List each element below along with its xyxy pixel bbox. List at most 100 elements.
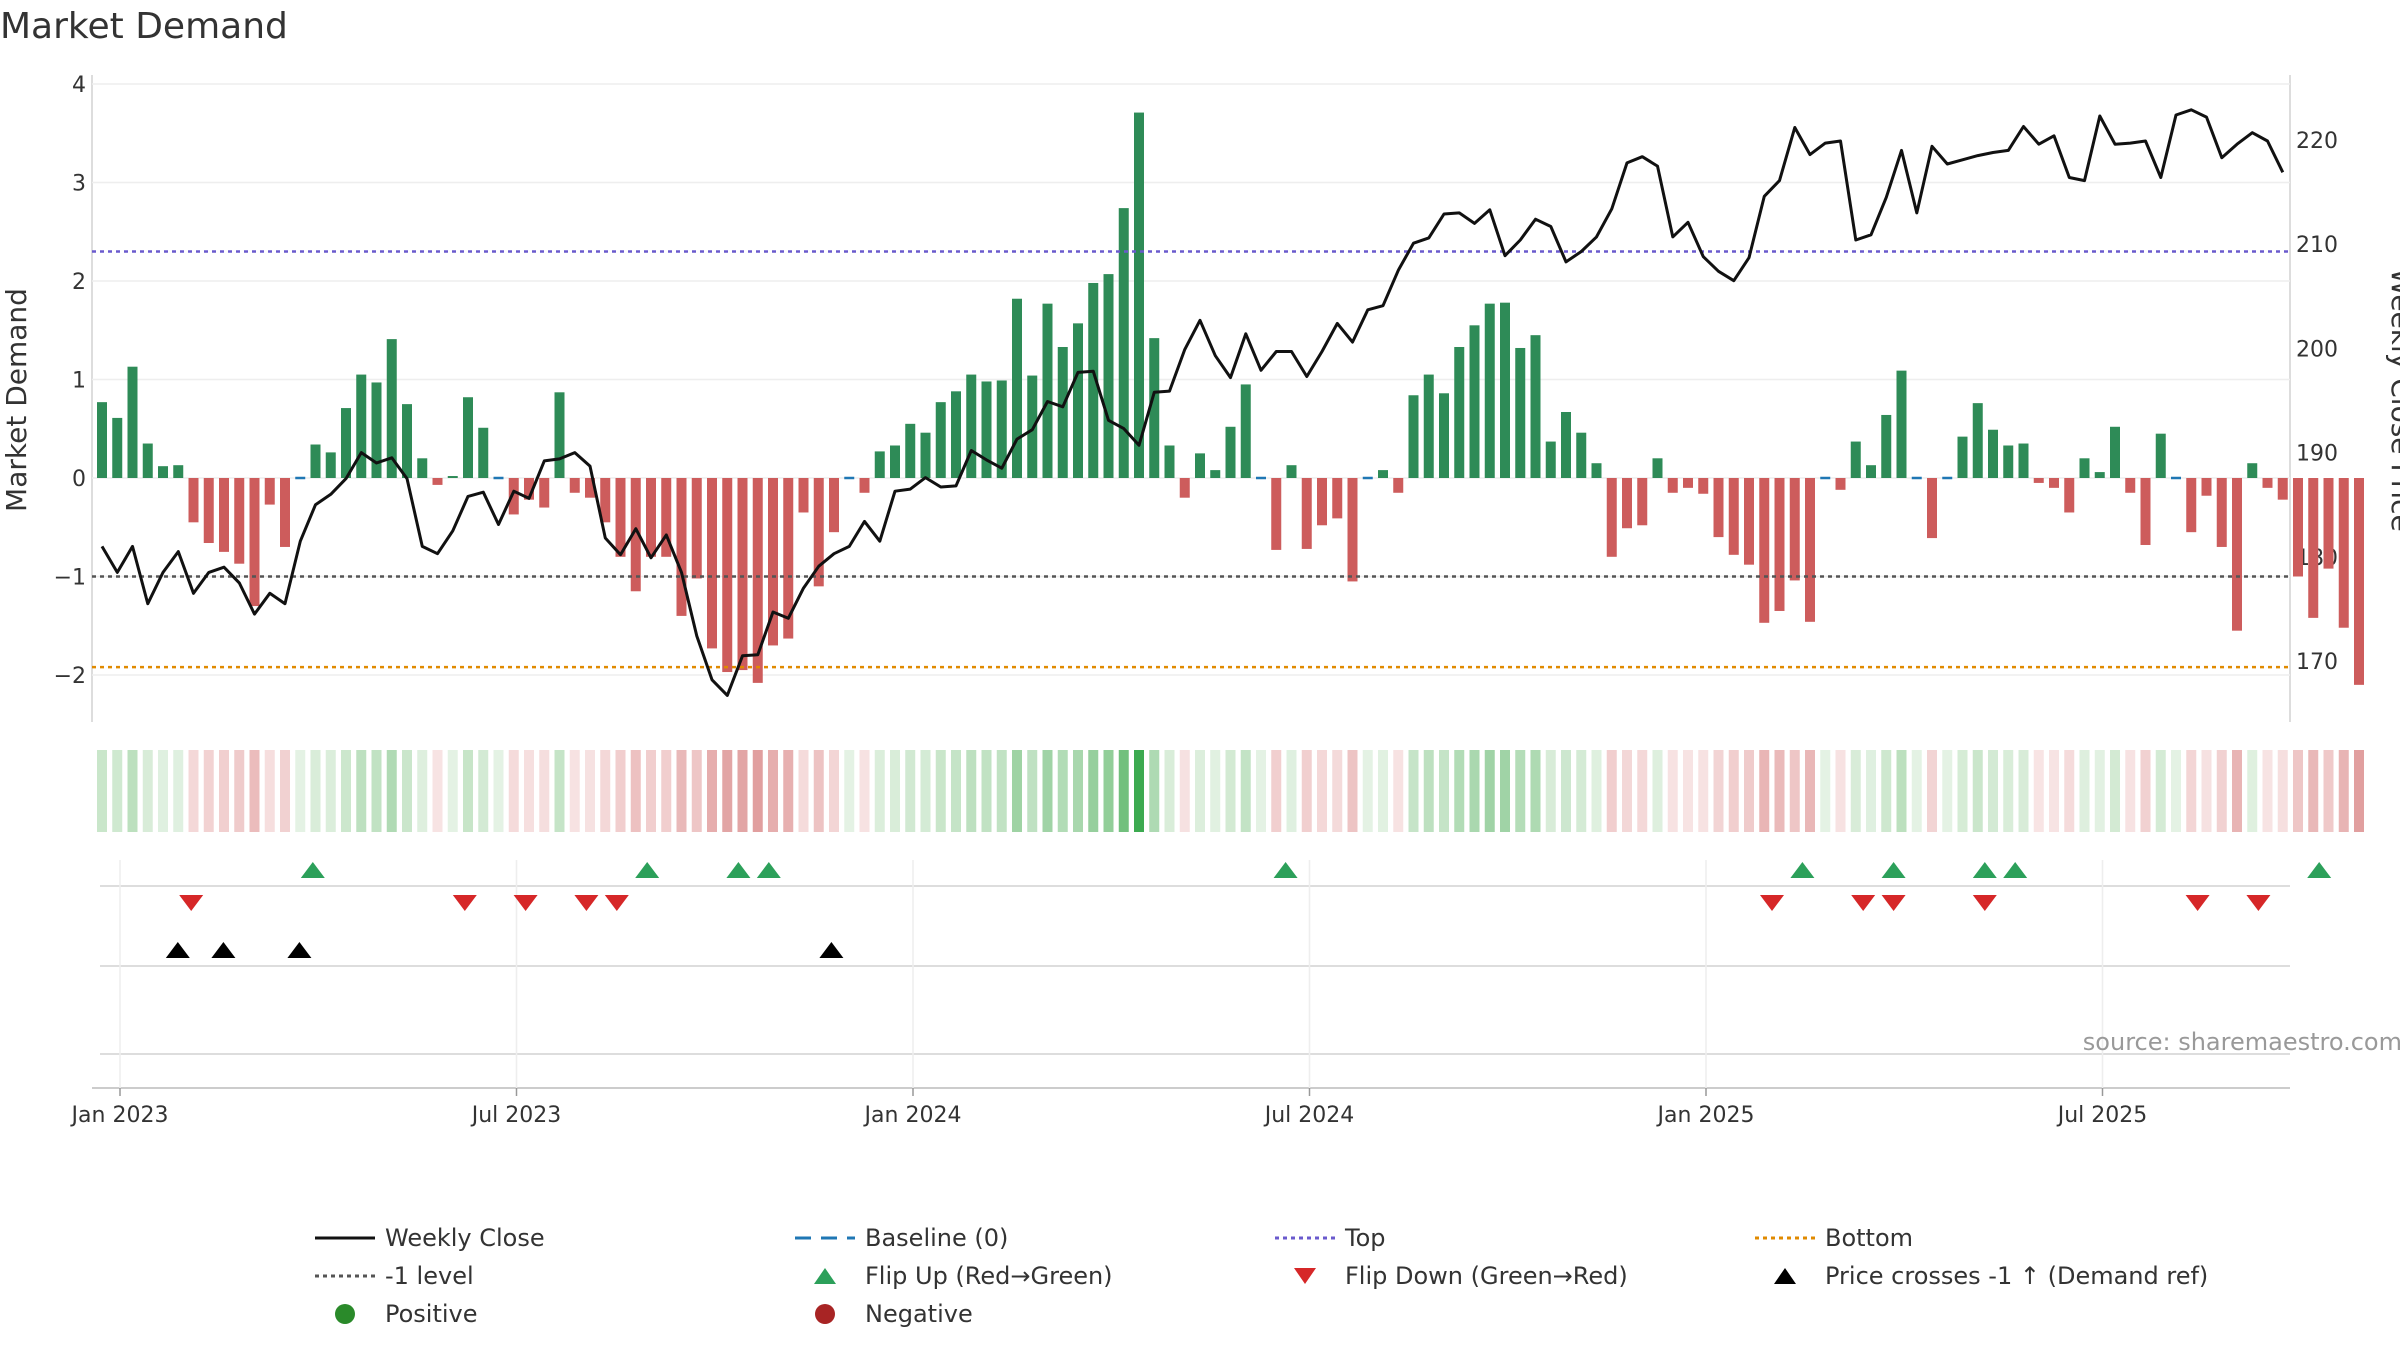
heat-strip-cell — [874, 750, 885, 832]
demand-bar-negative — [1713, 478, 1724, 538]
heat-strip-cell — [2201, 750, 2212, 832]
heat-strip-cell — [996, 750, 1007, 832]
demand-bar-negative — [1179, 478, 1190, 498]
heat-strip-cell — [2232, 750, 2242, 832]
demand-bar-positive — [554, 392, 565, 478]
price-cross-marker — [211, 942, 236, 958]
heat-strip-cell — [1850, 750, 1861, 832]
demand-bar-negative — [234, 478, 245, 564]
legend-label: Price crosses -1 ↑ (Demand ref) — [1825, 1262, 2208, 1290]
heat-strip-cell — [1225, 750, 1236, 832]
demand-bar-negative — [2354, 478, 2364, 685]
heat-strip-cell — [341, 750, 351, 832]
demand-bar-positive — [1195, 453, 1205, 478]
flip-down-marker — [1851, 895, 1876, 911]
legend-swatch-triangle-up — [814, 1268, 836, 1284]
heat-strip-cell — [2064, 750, 2075, 832]
demand-bar-positive — [981, 381, 992, 478]
demand-bar-negative — [2338, 478, 2349, 628]
heat-strip-cell — [280, 750, 290, 832]
demand-bar-positive — [1210, 470, 1221, 478]
y-tick-label: 4 — [72, 73, 86, 98]
demand-bar-negative — [280, 478, 290, 547]
heat-strip-cell — [661, 750, 672, 832]
heat-strip-cell — [783, 750, 794, 832]
demand-bar-positive — [142, 443, 153, 478]
demand-bar-positive — [1881, 414, 1892, 478]
legend-label: Flip Down (Green→Red) — [1345, 1262, 1628, 1290]
demand-bar-positive — [1561, 412, 1571, 478]
demand-bar-negative — [432, 478, 443, 485]
demand-bar-positive — [325, 452, 336, 478]
demand-bar-positive — [1042, 303, 1053, 478]
demand-bar-negative — [707, 478, 717, 649]
demand-bar-negative — [249, 478, 260, 607]
y-tick-label: 2 — [72, 270, 86, 295]
demand-bar-positive — [1484, 303, 1495, 478]
legend-swatch-circle — [335, 1304, 355, 1324]
heat-strip-cell — [768, 750, 778, 832]
demand-bar-positive — [478, 427, 489, 478]
heat-strip-cell — [752, 750, 763, 832]
heat-strip-cell — [1561, 750, 1571, 832]
reference-lines — [92, 250, 2290, 669]
heat-strip-cell — [1606, 750, 1617, 832]
heat-strip-cell — [1774, 750, 1785, 832]
heat-strip-cell — [1210, 750, 1221, 832]
demand-bar-negative — [1789, 478, 1800, 581]
demand-bar-positive — [1591, 463, 1602, 478]
demand-bar-positive — [1545, 441, 1556, 478]
heat-strip-cell — [1484, 750, 1495, 832]
heat-strip-cell — [219, 750, 229, 832]
heat-strip-cell — [447, 750, 458, 832]
demand-bar-negative — [539, 478, 550, 508]
heat-strip-cell — [2293, 750, 2303, 832]
demand-bar-negative — [1683, 478, 1693, 488]
heat-strip-cell — [569, 750, 580, 832]
heat-strip-cell — [2110, 750, 2120, 832]
heat-strip-cell — [1972, 750, 1983, 832]
demand-bar-negative — [676, 478, 687, 616]
heat-strip-cell — [813, 750, 824, 832]
heat-strip-cell — [1652, 750, 1663, 832]
x-tick-label: Jul 2025 — [2056, 1103, 2148, 1128]
demand-bar-positive — [951, 391, 961, 478]
legend-label: Negative — [865, 1300, 973, 1328]
demand-bar-positive — [1408, 395, 1419, 478]
demand-bar-negative — [722, 478, 733, 673]
heat-strip-cell — [1576, 750, 1587, 832]
heat-strip-cell — [1301, 750, 1312, 832]
demand-bar-positive — [2155, 433, 2166, 478]
demand-bar-positive — [2079, 458, 2090, 478]
demand-bar-negative — [264, 478, 275, 505]
x-tick-label: Jan 2024 — [863, 1103, 962, 1128]
x-tick-label: Jan 2023 — [70, 1103, 169, 1128]
heat-strip-cell — [1789, 750, 1800, 832]
heat-strip-cell — [1378, 750, 1388, 832]
heat-strip-cell — [97, 750, 107, 832]
heat-strip-cell — [2338, 750, 2349, 832]
heat-strip-cell — [295, 750, 306, 832]
demand-bar-negative — [1805, 478, 1815, 622]
heat-strip-cell — [264, 750, 275, 832]
weekly-close-polyline — [100, 108, 2285, 697]
heat-strip-cell — [1805, 750, 1815, 832]
demand-bar-negative — [2201, 478, 2212, 496]
demand-bar-positive — [97, 402, 107, 478]
heat-strip-cell — [1759, 750, 1770, 832]
heat-strip-cell — [615, 750, 626, 832]
flip-markers — [165, 862, 2332, 958]
heat-strip-cell — [554, 750, 565, 832]
demand-bar-negative — [1606, 478, 1617, 557]
demand-bar-positive — [1454, 346, 1465, 478]
heat-strip-cell — [844, 750, 855, 832]
demand-bar-negative — [2308, 478, 2319, 618]
demand-bar-positive — [996, 380, 1007, 478]
heat-strip-cell — [2125, 750, 2136, 832]
demand-bar-positive — [1057, 346, 1068, 478]
y2-axis-label: Weekly Close Price — [2385, 268, 2400, 531]
heat-strip-cell — [1637, 750, 1648, 832]
heat-strip-cell — [1286, 750, 1297, 832]
demand-bar-negative — [783, 478, 794, 639]
demand-bar-negative — [219, 478, 229, 552]
